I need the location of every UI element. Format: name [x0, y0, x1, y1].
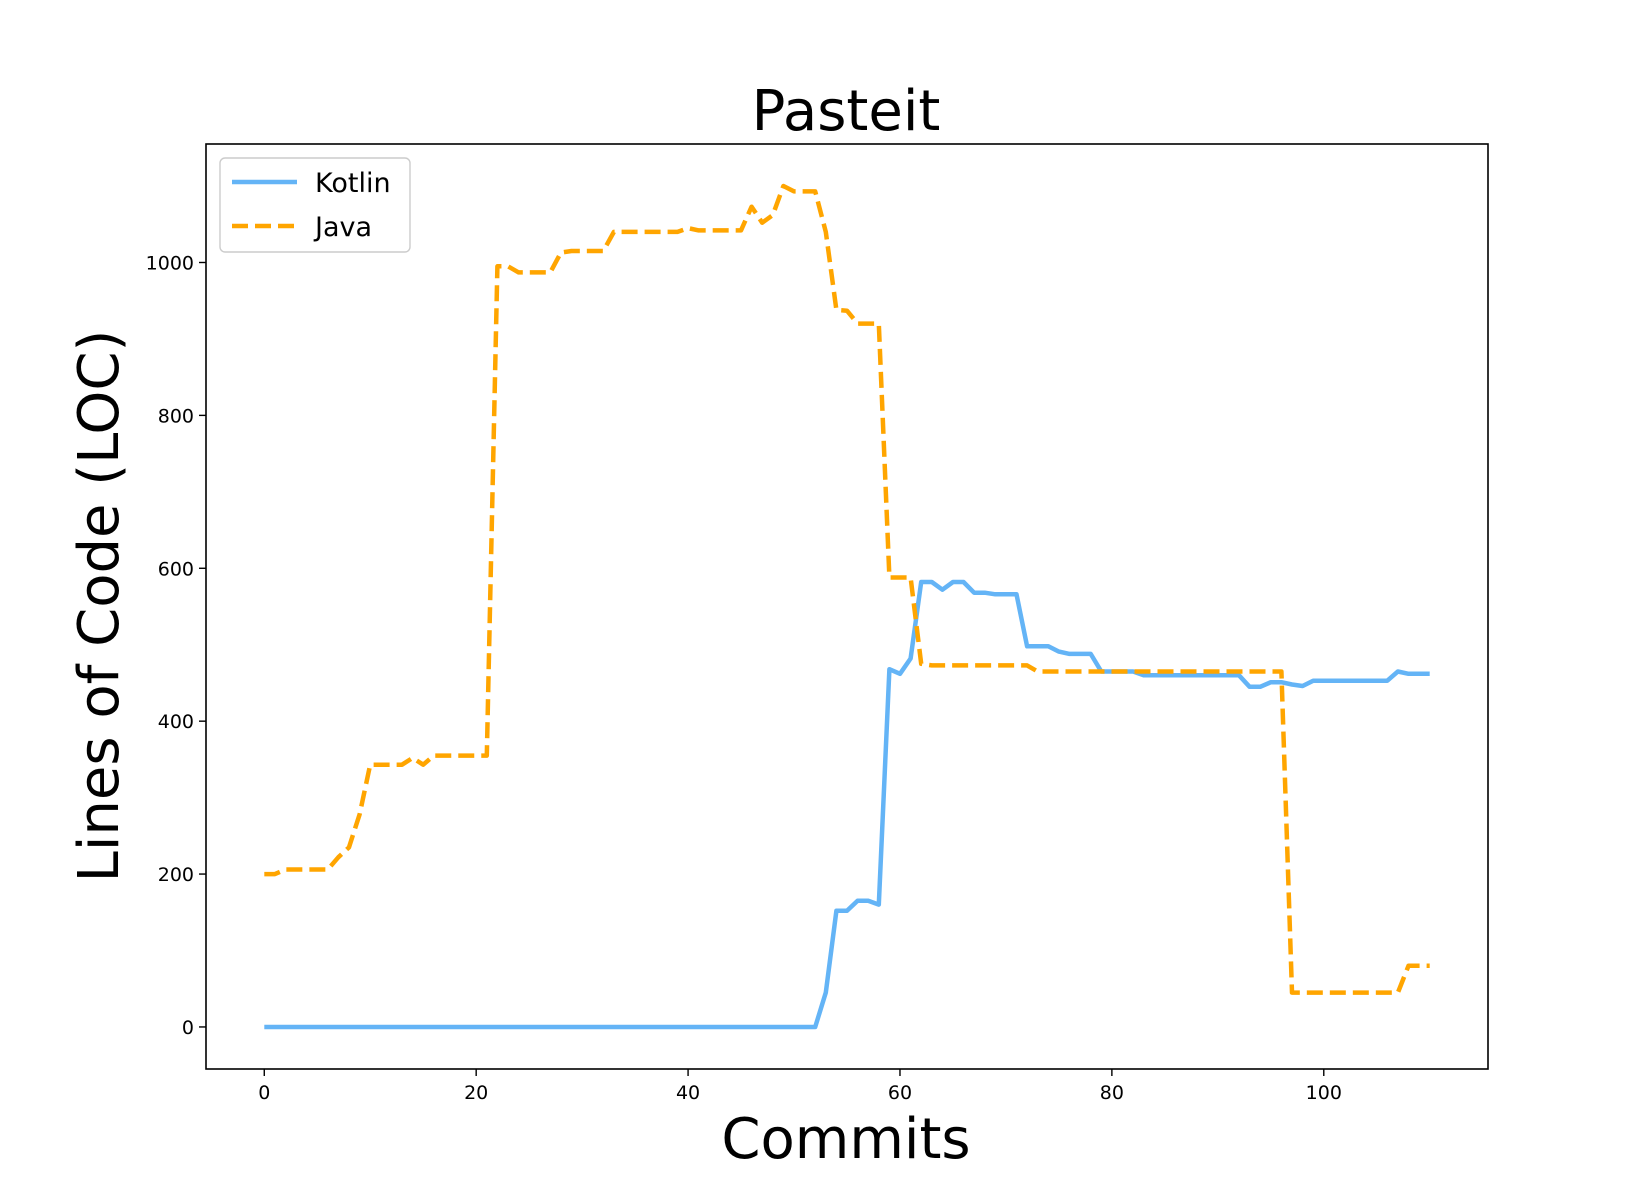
x-tick-label: 0	[258, 1082, 270, 1104]
y-tick-label: 600	[158, 558, 194, 580]
x-tick-label: 60	[888, 1082, 912, 1104]
y-tick-label: 200	[158, 864, 194, 886]
x-tick-label: 80	[1100, 1082, 1124, 1104]
y-axis-ticks: 0 200 400 600 800 1000	[146, 252, 206, 1039]
y-tick-label: 800	[158, 405, 194, 427]
y-axis-label: Lines of Code (LOC)	[67, 330, 132, 883]
x-axis-ticks: 0 20 40 60 80 100	[258, 1069, 1342, 1104]
chart-title: Pasteit	[752, 79, 941, 144]
series-line-java	[264, 183, 1430, 995]
series-line-kotlin	[264, 579, 1430, 1030]
legend-label-java: Java	[313, 212, 372, 243]
x-axis-label: Commits	[721, 1107, 970, 1172]
plot-frame	[205, 143, 1489, 1070]
x-tick-label: 100	[1306, 1082, 1342, 1104]
x-tick-label: 40	[676, 1082, 700, 1104]
plot-lines	[264, 183, 1430, 1030]
y-tick-label: 400	[158, 711, 194, 733]
y-tick-label: 0	[182, 1017, 194, 1039]
legend: Kotlin Java	[219, 157, 411, 253]
legend-label-kotlin: Kotlin	[315, 168, 391, 199]
x-tick-label: 20	[464, 1082, 488, 1104]
y-tick-label: 1000	[146, 252, 194, 274]
